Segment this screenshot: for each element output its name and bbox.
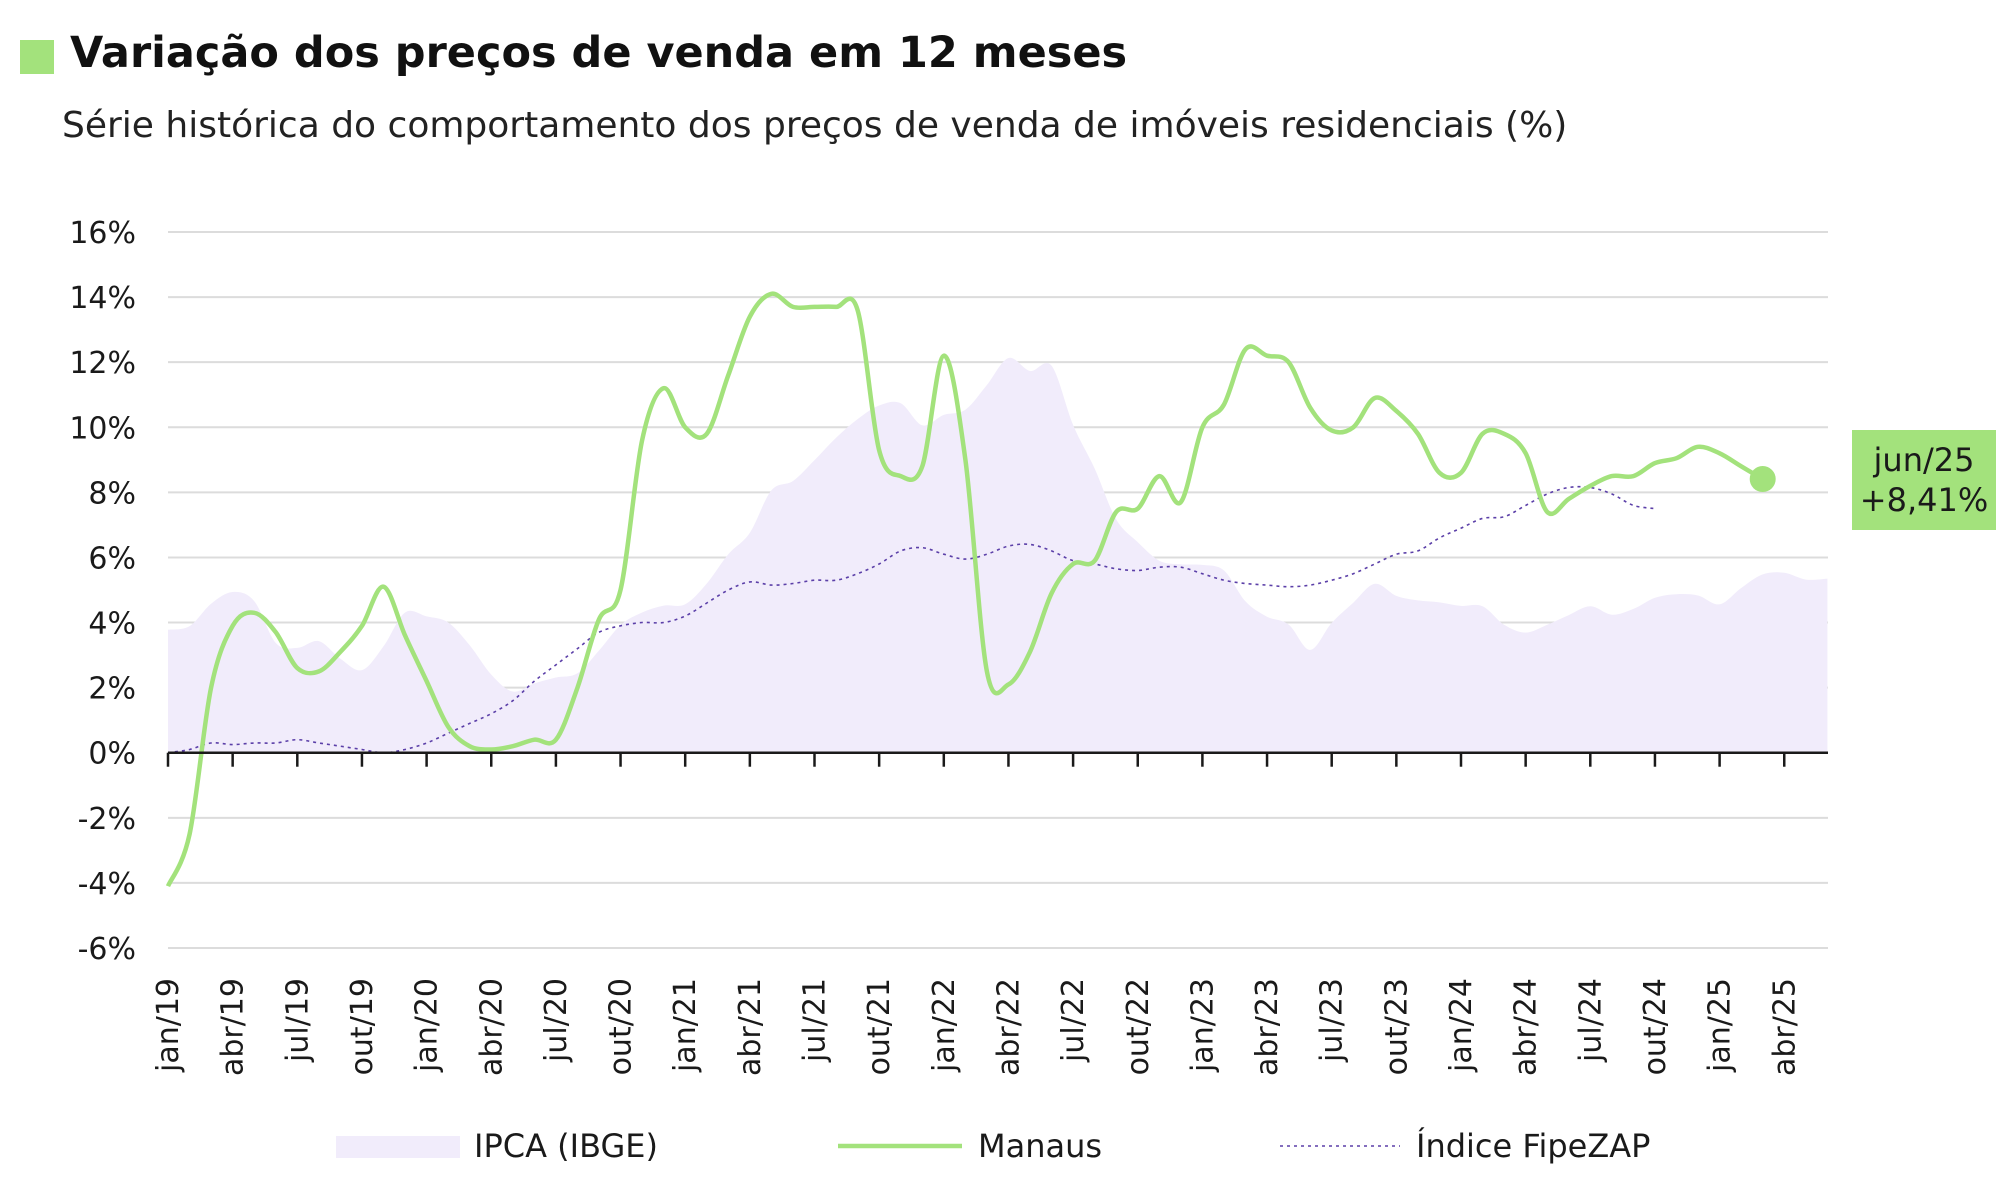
x-tick-label: jan/20: [410, 978, 445, 1073]
x-tick-label: out/21: [862, 978, 897, 1075]
x-tick-label: abr/19: [216, 978, 251, 1076]
x-tick-label: out/23: [1379, 978, 1414, 1075]
x-tick-label: abr/21: [733, 978, 768, 1076]
y-tick-label: -6%: [78, 932, 136, 967]
legend: IPCA (IBGE) Manaus Índice FipeZAP: [336, 1127, 1650, 1165]
x-tick-label: jul/23: [1315, 978, 1350, 1063]
annotation-value: +8,41%: [1860, 481, 1988, 519]
y-tick-label: 6%: [88, 541, 136, 576]
y-tick-label: -4%: [78, 867, 136, 902]
x-tick-label: jan/19: [151, 978, 186, 1073]
legend-label-ipca: IPCA (IBGE): [474, 1127, 658, 1165]
x-tick-label: jul/21: [798, 978, 833, 1063]
legend-label-fipezap: Índice FipeZAP: [1416, 1127, 1650, 1165]
x-tick-label: jan/23: [1185, 978, 1220, 1073]
x-tick-label: abr/24: [1509, 978, 1544, 1076]
y-tick-label: 10%: [69, 411, 136, 446]
x-tick-label: jan/22: [927, 978, 962, 1073]
y-tick-label: 16%: [69, 216, 136, 251]
axes: [166, 751, 1828, 767]
y-tick-label: 4%: [88, 607, 136, 642]
x-tick-label: abr/23: [1250, 978, 1285, 1076]
y-axis-labels: 16% 14% 12% 10% 8% 6% 4% 2% 0% -2% -4% -6%: [69, 216, 136, 967]
x-tick-label: jul/24: [1573, 978, 1608, 1063]
series-layer: [165, 291, 1828, 888]
y-tick-label: 8%: [88, 476, 136, 511]
x-tick-label: jul/22: [1056, 978, 1091, 1063]
fipezap-line: [167, 485, 1656, 754]
legend-label-manaus: Manaus: [978, 1127, 1102, 1165]
last-value-annotation: jun/25+8,41%: [1852, 430, 1996, 530]
x-tick-label: out/19: [345, 978, 380, 1075]
x-tick-label: jul/19: [280, 978, 315, 1063]
chart-subtitle: Série histórica do comportamento dos pre…: [62, 105, 1568, 146]
x-tick-label: out/22: [1121, 978, 1156, 1075]
annotation-date: jun/25: [1873, 441, 1975, 479]
legend-swatch-ipca: [336, 1136, 460, 1158]
x-tick-label: jan/21: [668, 978, 703, 1073]
manaus-last-point: [1749, 466, 1776, 493]
y-tick-label: 12%: [69, 346, 136, 381]
y-tick-label: -2%: [78, 802, 136, 837]
x-tick-label: abr/25: [1767, 978, 1802, 1076]
x-tick-label: out/24: [1638, 978, 1673, 1075]
x-tick-label: out/20: [604, 978, 639, 1075]
manaus-line: [165, 291, 1764, 888]
annotation-box: [1852, 430, 1996, 530]
x-tick-label: jan/25: [1703, 978, 1738, 1073]
ipca-area: [168, 357, 1828, 753]
y-tick-label: 2%: [88, 672, 136, 707]
y-tick-label: 0%: [88, 737, 136, 772]
x-tick-label: abr/22: [991, 978, 1026, 1076]
x-axis-labels: jan/19 abr/19 jul/19 out/19 jan/20 abr/20 jul/…: [151, 978, 1802, 1076]
x-tick-label: abr/20: [474, 978, 509, 1076]
x-tick-label: jul/20: [539, 978, 574, 1063]
title-marker: [20, 40, 54, 74]
y-tick-label: 14%: [69, 281, 136, 316]
x-tick-label: jan/24: [1444, 978, 1479, 1073]
chart-title: Variação dos preços de venda em 12 meses: [70, 28, 1128, 78]
